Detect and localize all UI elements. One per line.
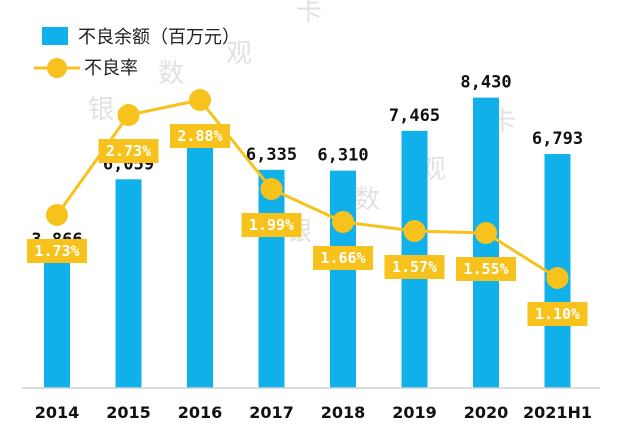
bar (44, 254, 70, 388)
x-tick-labels: 2014 2015 2016 2017 2018 2019 2020 2021H1 (35, 403, 592, 422)
bar-value-label: 7,465 (389, 106, 440, 126)
bar (258, 169, 285, 388)
rate-point (546, 267, 569, 289)
watermark-char: 数 (354, 185, 380, 215)
x-tick-label: 2017 (249, 403, 294, 422)
watermark-char: 观 (226, 39, 252, 69)
legend: 不良余额（百万元） 不良率 (34, 27, 240, 79)
x-tick-label: 2021H1 (523, 403, 592, 422)
bar (115, 179, 142, 388)
x-tick-label: 2015 (106, 403, 151, 422)
rate-point (117, 104, 140, 126)
bar (187, 147, 213, 388)
rate-label-box (241, 213, 302, 237)
x-tick-label: 2019 (392, 403, 437, 422)
watermark-char: 银 (88, 95, 114, 125)
rate-label: 1.57% (392, 258, 437, 276)
rate-label: 1.66% (320, 249, 365, 267)
watermark-char: 数 (158, 59, 184, 89)
rate-label-box (98, 139, 159, 163)
rate-label: 1.55% (463, 260, 508, 278)
rate-point (403, 220, 426, 242)
rate-point (189, 89, 211, 111)
x-tick-label: 2020 (464, 403, 509, 422)
rate-label-box (170, 124, 230, 148)
rate-label: 1.73% (34, 242, 79, 260)
bar-series (44, 97, 571, 388)
rate-label-box (313, 246, 373, 270)
rate-line (55, 98, 559, 280)
rate-point (332, 211, 354, 233)
rate-label: 1.10% (535, 305, 580, 323)
x-tick-label: 2018 (321, 403, 366, 422)
rate-label-box (527, 302, 588, 326)
bar-value-label: 6,335 (246, 145, 297, 165)
bar-value-label: 8,430 (460, 73, 511, 93)
bar-value-label: 6,310 (317, 146, 368, 166)
rate-point (475, 222, 497, 244)
x-tick-label: 2016 (178, 403, 223, 422)
legend-bar-label: 不良余额（百万元） (78, 27, 240, 48)
x-tick-label: 2014 (35, 403, 80, 422)
bar-value-label: 6,793 (532, 129, 583, 149)
rate-label: 2.73% (106, 142, 151, 160)
legend-bar-swatch (42, 27, 68, 45)
legend-line-marker (47, 58, 67, 78)
rate-point (46, 204, 68, 226)
rate-point (260, 178, 283, 200)
rate-label: 2.88% (177, 127, 222, 145)
rate-label-box (456, 257, 516, 281)
rate-label-box (384, 255, 445, 279)
legend-line-label: 不良率 (84, 58, 138, 79)
rate-label: 1.99% (249, 216, 294, 234)
watermark-char: 卡 (296, 0, 322, 27)
rate-label-box (27, 239, 87, 263)
bar (330, 170, 356, 388)
rate-series: 1.73% 2.73% 2.88% 1.99% 1.66% 1.57% 1.55% 1.10% (27, 89, 588, 326)
